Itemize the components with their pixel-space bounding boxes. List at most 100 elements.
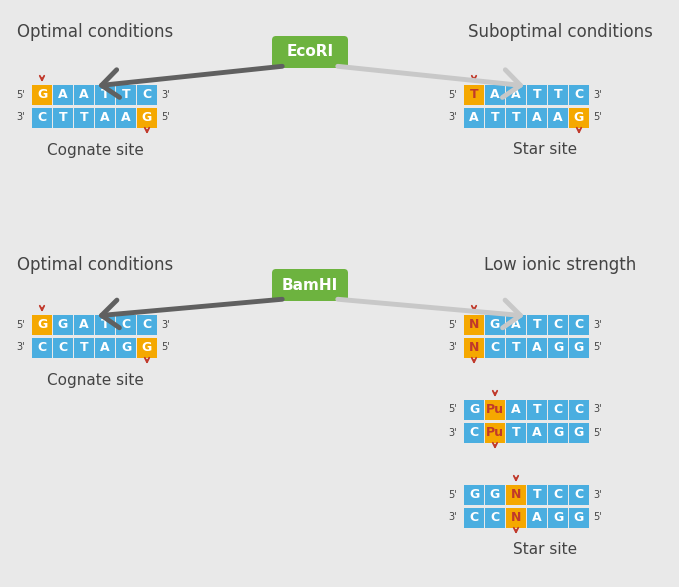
Text: G: G: [553, 341, 563, 354]
Text: 3': 3': [593, 319, 602, 329]
FancyBboxPatch shape: [272, 36, 348, 68]
Text: 3': 3': [448, 113, 457, 123]
Text: 5': 5': [593, 113, 602, 123]
Bar: [464, 338, 484, 358]
Bar: [32, 85, 52, 105]
Text: G: G: [553, 426, 563, 439]
Text: G: G: [142, 111, 152, 124]
Text: Optimal conditions: Optimal conditions: [17, 23, 173, 41]
Text: A: A: [553, 111, 563, 124]
Text: G: G: [121, 341, 131, 354]
Bar: [548, 423, 568, 443]
Text: Low ionic strength: Low ionic strength: [484, 256, 636, 274]
Bar: [548, 85, 568, 105]
Bar: [527, 423, 547, 443]
Bar: [137, 108, 157, 128]
Bar: [569, 400, 589, 420]
Text: 3': 3': [593, 490, 602, 500]
Bar: [527, 315, 547, 335]
Bar: [74, 338, 94, 358]
Text: A: A: [100, 341, 110, 354]
Text: C: C: [553, 488, 563, 501]
Text: 3': 3': [448, 427, 457, 437]
Text: G: G: [490, 318, 500, 331]
Text: A: A: [511, 318, 521, 331]
Text: BamHI: BamHI: [282, 278, 338, 292]
Bar: [527, 85, 547, 105]
Text: 3': 3': [448, 342, 457, 353]
Text: A: A: [490, 88, 500, 101]
Bar: [506, 315, 526, 335]
Bar: [95, 315, 115, 335]
Text: 5': 5': [161, 342, 170, 353]
Text: T: T: [79, 341, 88, 354]
Text: T: T: [470, 88, 478, 101]
Text: C: C: [143, 88, 151, 101]
Bar: [464, 400, 484, 420]
Bar: [74, 108, 94, 128]
Text: 3': 3': [161, 319, 170, 329]
Text: T: T: [533, 488, 541, 501]
Text: Pu: Pu: [486, 403, 504, 416]
Bar: [527, 508, 547, 528]
Text: T: T: [100, 318, 109, 331]
Bar: [506, 400, 526, 420]
Text: A: A: [532, 111, 542, 124]
Text: T: T: [122, 88, 130, 101]
Text: Optimal conditions: Optimal conditions: [17, 256, 173, 274]
Text: 5': 5': [161, 113, 170, 123]
Text: T: T: [553, 88, 562, 101]
Text: A: A: [511, 403, 521, 416]
Text: G: G: [574, 341, 584, 354]
Bar: [569, 315, 589, 335]
Text: 5': 5': [448, 89, 457, 100]
Text: G: G: [469, 488, 479, 501]
Bar: [464, 508, 484, 528]
Text: 3': 3': [16, 342, 25, 353]
Text: G: G: [574, 426, 584, 439]
Bar: [95, 108, 115, 128]
Bar: [137, 85, 157, 105]
Text: C: C: [490, 341, 500, 354]
Bar: [548, 508, 568, 528]
Bar: [485, 508, 505, 528]
Text: Suboptimal conditions: Suboptimal conditions: [468, 23, 653, 41]
Text: Cognate site: Cognate site: [47, 373, 143, 387]
Bar: [527, 108, 547, 128]
Text: A: A: [532, 341, 542, 354]
Text: G: G: [574, 511, 584, 524]
Bar: [53, 108, 73, 128]
Text: G: G: [37, 318, 47, 331]
Text: 5': 5': [448, 490, 457, 500]
Bar: [32, 315, 52, 335]
Text: 5': 5': [16, 89, 25, 100]
Text: C: C: [574, 318, 583, 331]
Text: T: T: [512, 426, 520, 439]
Bar: [116, 338, 136, 358]
Bar: [506, 85, 526, 105]
Bar: [464, 108, 484, 128]
Text: C: C: [37, 111, 47, 124]
Text: 5': 5': [448, 319, 457, 329]
Text: T: T: [533, 318, 541, 331]
Text: A: A: [58, 88, 68, 101]
Bar: [116, 85, 136, 105]
Text: C: C: [58, 341, 68, 354]
Text: G: G: [142, 341, 152, 354]
Bar: [485, 423, 505, 443]
FancyBboxPatch shape: [272, 269, 348, 301]
Text: G: G: [37, 88, 47, 101]
Bar: [116, 108, 136, 128]
Text: N: N: [511, 511, 521, 524]
Text: 3': 3': [161, 89, 170, 100]
Bar: [506, 508, 526, 528]
Text: C: C: [469, 426, 479, 439]
Bar: [464, 423, 484, 443]
Text: Pu: Pu: [486, 426, 504, 439]
Bar: [569, 338, 589, 358]
Bar: [506, 108, 526, 128]
Text: G: G: [574, 111, 584, 124]
Bar: [548, 485, 568, 505]
Text: A: A: [100, 111, 110, 124]
Text: T: T: [512, 111, 520, 124]
